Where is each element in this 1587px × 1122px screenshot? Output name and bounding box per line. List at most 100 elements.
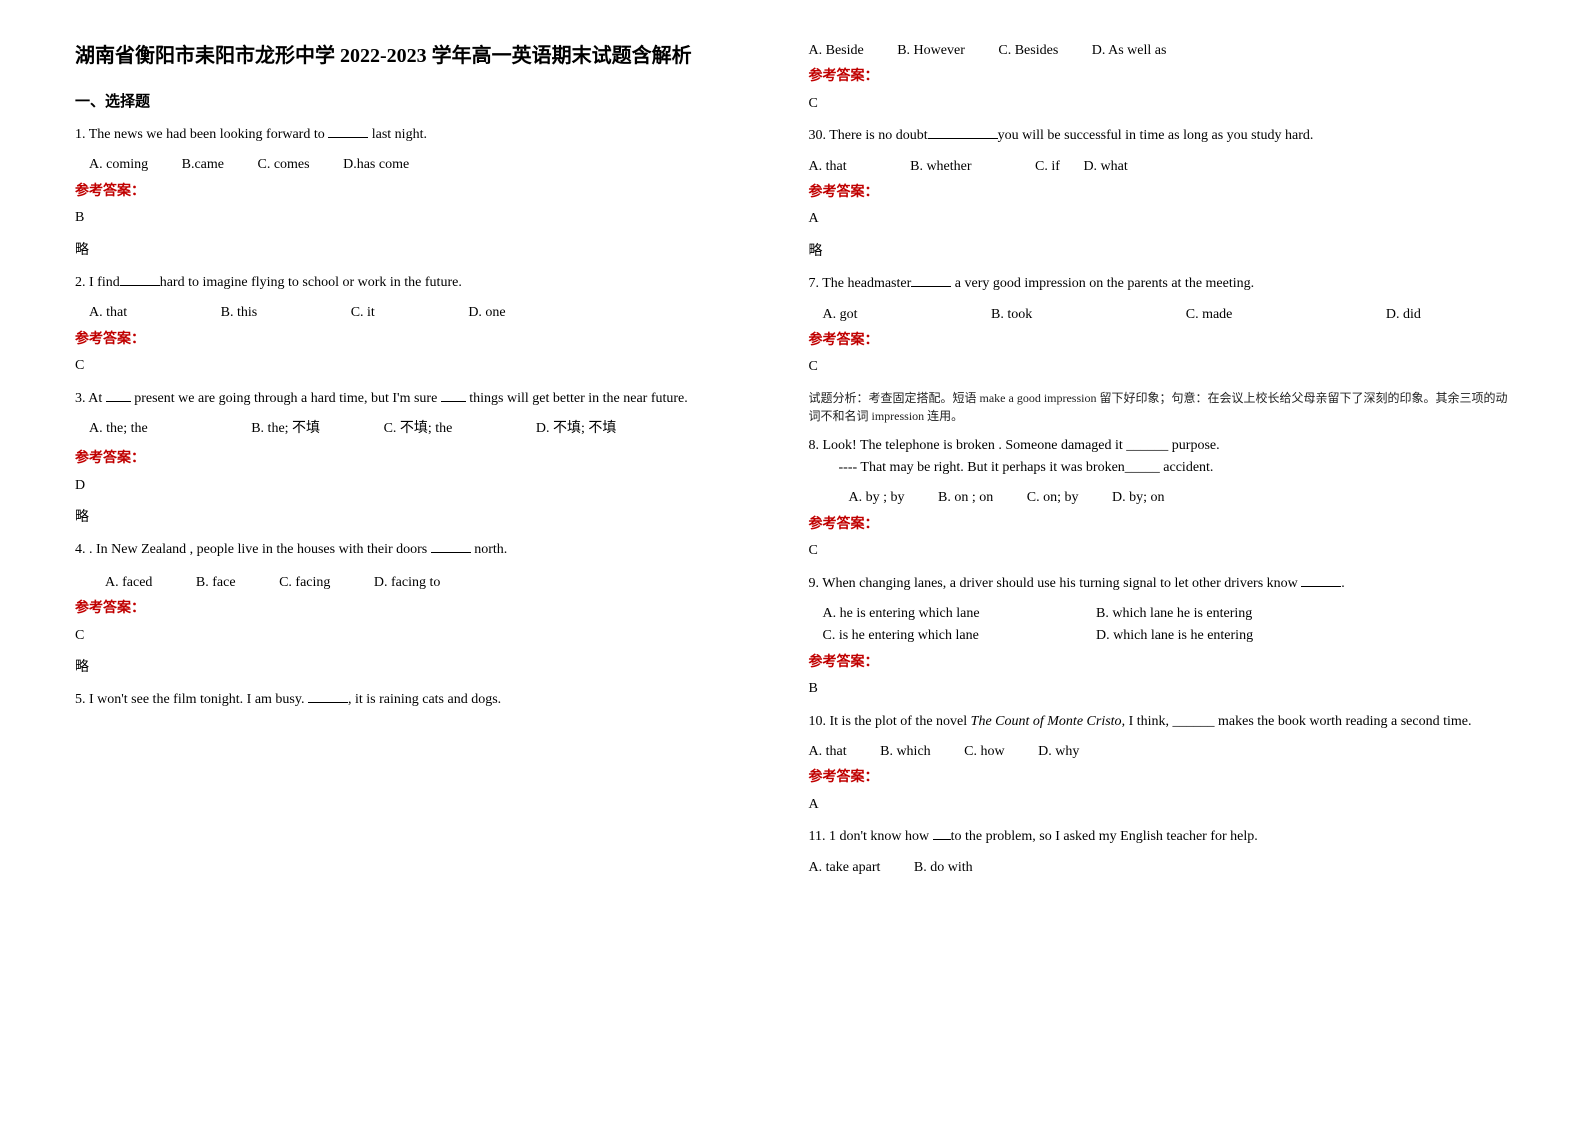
q8-opt-c: C. on; by: [1027, 487, 1079, 509]
q7-opt-b: B. took: [991, 304, 1032, 326]
q5-answer: C: [809, 93, 1513, 115]
q8-opt-d: D. by; on: [1112, 487, 1165, 509]
q7-opt-d: D. did: [1386, 304, 1421, 326]
blank: [431, 539, 471, 553]
q4-options: A. faced B. face C. facing D. facing to: [105, 572, 779, 594]
answer-label: 参考答案：: [809, 330, 1513, 352]
q3-text-b: present we are going through a hard time…: [131, 391, 441, 406]
q5-opt-d: D. As well as: [1092, 40, 1167, 62]
q4-text-a: 4. . In New Zealand , people live in the…: [75, 542, 431, 557]
q1-options: A. coming B.came C. comes D.has come: [89, 154, 779, 176]
section-header: 一、选择题: [75, 90, 779, 114]
answer-label: 参考答案：: [75, 448, 779, 470]
q2-options: A. that B. this C. it D. one: [89, 302, 779, 324]
q1-text-b: last night.: [368, 127, 427, 142]
blank: [106, 388, 131, 402]
question-5: 5. I won't see the film tonight. I am bu…: [75, 689, 779, 711]
blank: [911, 273, 951, 287]
q4-opt-c: C. facing: [279, 572, 330, 594]
q4-opt-b: B. face: [196, 572, 236, 594]
blank: [1301, 573, 1341, 587]
blank: [933, 826, 951, 840]
q8-text: 8. Look! The telephone is broken . Someo…: [809, 435, 1513, 457]
q30-options: A. that B. whether C. if D. what: [809, 156, 1513, 178]
q30-text-b: you will be successful in time as long a…: [998, 128, 1314, 143]
question-8: 8. Look! The telephone is broken . Someo…: [809, 435, 1513, 480]
q4-opt-d: D. facing to: [374, 572, 440, 594]
q5-text-a: 5. I won't see the film tonight. I am bu…: [75, 692, 308, 707]
q8-options: A. by ; by B. on ; on C. on; by D. by; o…: [849, 487, 1513, 509]
q8-opt-b: B. on ; on: [938, 487, 993, 509]
q7-text-a: 7. The headmaster: [809, 276, 912, 291]
q9-opt-b: B. which lane he is entering: [1096, 603, 1252, 625]
blank: [308, 689, 348, 703]
page-title: 湖南省衡阳市耒阳市龙形中学 2022-2023 学年高一英语期末试题含解析: [75, 40, 779, 72]
q10-opt-a: A. that: [809, 741, 847, 763]
answer-label: 参考答案：: [809, 767, 1513, 789]
q3-opt-c: C. 不填; the: [384, 418, 453, 440]
q9-opt-c: C. is he entering which lane: [823, 625, 1063, 647]
q2-opt-b: B. this: [221, 302, 258, 324]
q9-opt-d: D. which lane is he entering: [1096, 625, 1253, 647]
q2-opt-c: C. it: [351, 302, 375, 324]
q7-opt-a: A. got: [823, 304, 858, 326]
blank: [328, 124, 368, 138]
q10-opt-b: B. which: [880, 741, 931, 763]
q11-opt-a: A. take apart: [809, 857, 881, 879]
q8-answer: C: [809, 540, 1513, 562]
q10-opt-d: D. why: [1038, 741, 1079, 763]
left-column: 湖南省衡阳市耒阳市龙形中学 2022-2023 学年高一英语期末试题含解析 一、…: [60, 40, 794, 1082]
q10-text-b: , I think, ______ makes the book worth r…: [1122, 714, 1472, 729]
q10-answer: A: [809, 794, 1513, 816]
q1-text-a: 1. The news we had been looking forward …: [75, 127, 328, 142]
q2-answer: C: [75, 355, 779, 377]
q4-answer: C: [75, 625, 779, 647]
q7-options: A. got B. took C. made D. did: [823, 304, 1513, 326]
question-4: 4. . In New Zealand , people live in the…: [75, 539, 779, 561]
q2-opt-d: D. one: [468, 302, 505, 324]
question-7: 7. The headmaster a very good impression…: [809, 273, 1513, 295]
q11-opt-b: B. do with: [914, 857, 973, 879]
q3-opt-d: D. 不填; 不填: [536, 418, 617, 440]
q30-opt-c: C. if: [1035, 156, 1060, 178]
q5-options: A. Beside B. However C. Besides D. As we…: [809, 40, 1513, 62]
q30-answer: A: [809, 208, 1513, 230]
q9-text-a: 9. When changing lanes, a driver should …: [809, 576, 1302, 591]
q3-opt-b: B. the; 不填: [251, 418, 320, 440]
q30-opt-d: D. what: [1083, 156, 1127, 178]
q3-answer: D: [75, 475, 779, 497]
q4-text-b: north.: [471, 542, 508, 557]
q1-opt-c: C. comes: [257, 154, 309, 176]
q5-text-b: , it is raining cats and dogs.: [348, 692, 501, 707]
q2-opt-a: A. that: [89, 302, 127, 324]
q5-opt-b: B. However: [897, 40, 965, 62]
q1-answer: B: [75, 207, 779, 229]
q10-opt-c: C. how: [964, 741, 1004, 763]
q1-lue: 略: [75, 240, 779, 262]
answer-label: 参考答案：: [809, 514, 1513, 536]
question-30: 30. There is no doubtyou will be success…: [809, 125, 1513, 147]
question-3: 3. At present we are going through a har…: [75, 388, 779, 410]
answer-label: 参考答案：: [75, 598, 779, 620]
q1-opt-d: D.has come: [343, 154, 409, 176]
right-column: A. Beside B. However C. Besides D. As we…: [794, 40, 1528, 1082]
q3-opt-a: A. the; the: [89, 418, 148, 440]
answer-label: 参考答案：: [75, 329, 779, 351]
q10-text-a: 10. It is the plot of the novel: [809, 714, 971, 729]
q3-text-a: 3. At: [75, 391, 106, 406]
answer-label: 参考答案：: [809, 66, 1513, 88]
q10-title: The Count of Monte Cristo: [971, 714, 1122, 729]
blank: [441, 388, 466, 402]
q2-text-b: hard to imagine flying to school or work…: [160, 275, 462, 290]
q4-opt-a: A. faced: [105, 572, 152, 594]
q30-lue: 略: [809, 241, 1513, 263]
q10-options: A. that B. which C. how D. why: [809, 741, 1513, 763]
q11-text-b: to the problem, so I asked my English te…: [951, 829, 1258, 844]
question-9: 9. When changing lanes, a driver should …: [809, 573, 1513, 595]
q3-lue: 略: [75, 507, 779, 529]
question-10: 10. It is the plot of the novel The Coun…: [809, 711, 1513, 733]
blank: [928, 125, 998, 139]
q11-text-a: 11. 1 don't know how: [809, 829, 933, 844]
question-1: 1. The news we had been looking forward …: [75, 124, 779, 146]
question-11: 11. 1 don't know how to the problem, so …: [809, 826, 1513, 848]
